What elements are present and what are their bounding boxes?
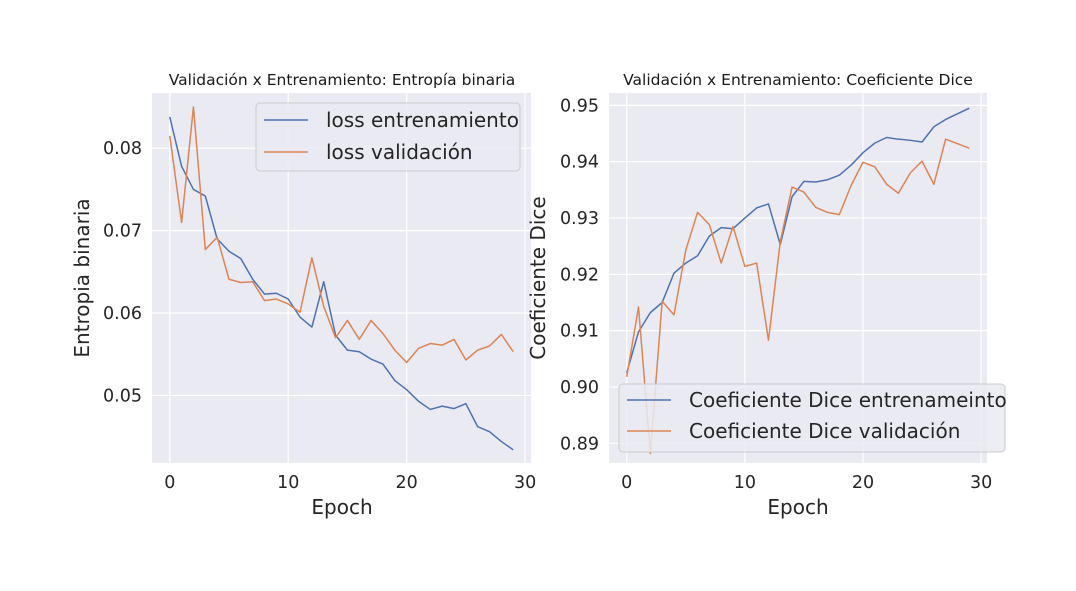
series-lines: [169, 106, 514, 451]
legend-label-val: loss validación: [326, 140, 473, 164]
legend: Coeficiente Dice entrenameinto Coeficien…: [618, 383, 1007, 453]
chart-title: Validación x Entrenamiento: Coeficiente …: [623, 71, 973, 89]
x-tick-label: 30: [970, 473, 992, 493]
x-tick-label: 30: [514, 473, 536, 493]
legend-label-train: loss entrenamiento: [326, 108, 519, 132]
y-tick-label: 0.95: [560, 96, 599, 116]
legend-box: [255, 102, 521, 172]
y-tick-label: 0.07: [103, 222, 142, 242]
x-tick-label: 0: [621, 473, 632, 493]
y-tick-label: 0.89: [560, 434, 599, 454]
y-axis-label: Entropia binaria: [70, 198, 94, 357]
y-axis-label: Coeficiente Dice: [526, 196, 550, 359]
x-tick-label: 10: [734, 473, 756, 493]
x-axis-label: Epoch: [767, 495, 828, 519]
validation-series-line: [169, 106, 514, 364]
y-tick-label: 0.93: [560, 209, 599, 229]
y-tick-label: 0.90: [560, 378, 599, 398]
subplot-binary-crossentropy: 0 10 20 30 0.05 0.06 0.07 0.08 Validación x Ent…: [70, 71, 536, 519]
x-tick-label: 20: [396, 473, 418, 493]
x-tick-label: 10: [277, 473, 299, 493]
y-tick-label: 0.92: [560, 265, 599, 285]
y-tick-label: 0.91: [560, 322, 599, 342]
validation-series-line: [625, 138, 970, 455]
y-tick-label: 0.05: [103, 386, 142, 406]
legend: loss entrenamiento loss validación: [255, 102, 521, 172]
series-lines: [625, 107, 970, 455]
tick-labels: 0 10 20 30 0.89 0.90 0.91 0.92 0.93 0.94 0.95: [560, 96, 992, 493]
legend-label-train: Coeficiente Dice entrenameinto: [689, 388, 1007, 412]
legend-box: [618, 383, 1006, 453]
subplot-dice-coefficient: 0 10 20 30 0.89 0.90 0.91 0.92 0.93 0.94 0.95 Vali…: [526, 71, 1007, 519]
y-tick-label: 0.06: [103, 304, 142, 324]
y-tick-label: 0.94: [560, 153, 599, 173]
train-series-line: [169, 116, 514, 451]
x-tick-label: 20: [852, 473, 874, 493]
chart-title: Validación x Entrenamiento: Entropía bin…: [169, 71, 516, 89]
tick-labels: 0 10 20 30 0.05 0.06 0.07 0.08: [103, 139, 536, 493]
x-axis-label: Epoch: [311, 495, 372, 519]
legend-label-val: Coeficiente Dice validación: [689, 419, 960, 443]
x-tick-label: 0: [164, 473, 175, 493]
y-tick-label: 0.08: [103, 139, 142, 159]
